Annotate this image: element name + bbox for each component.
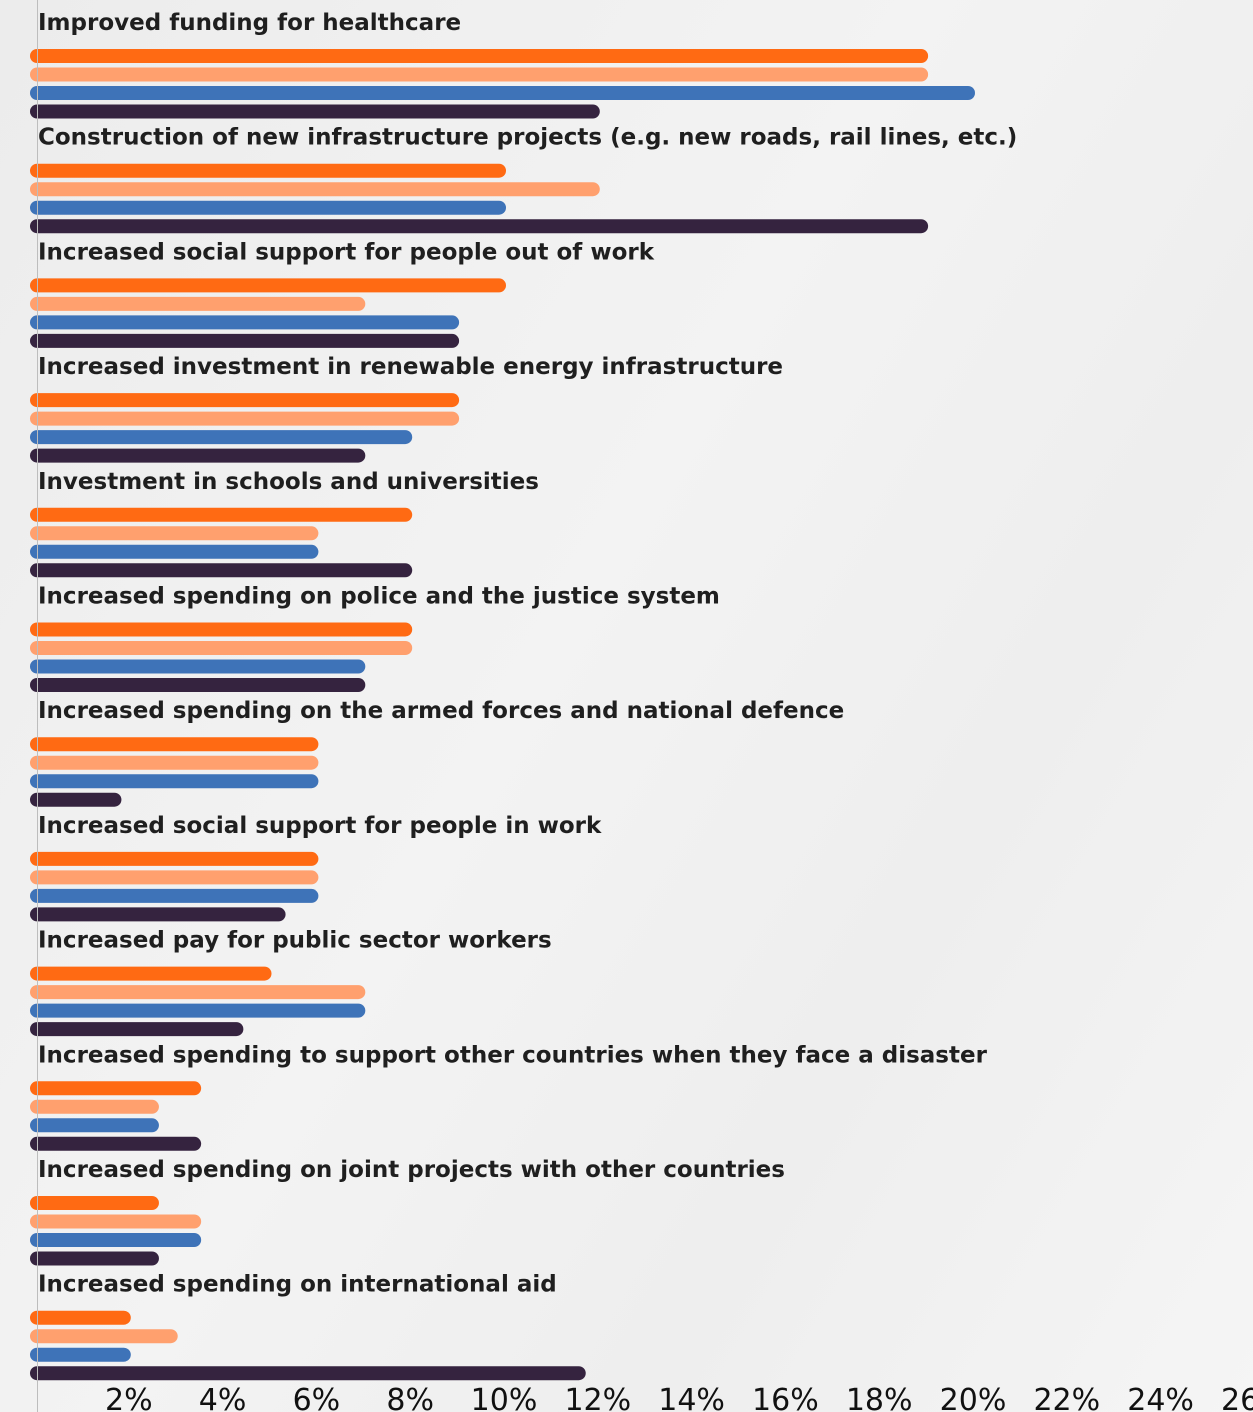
x-tick-label: 20%: [940, 1383, 1007, 1412]
x-tick-label: 8%: [386, 1383, 434, 1412]
bar: [30, 792, 122, 807]
bar: [30, 507, 413, 522]
bar: [30, 1136, 202, 1151]
x-tick-label: 6%: [293, 1383, 341, 1412]
bar: [30, 985, 366, 1000]
bar: [30, 200, 506, 215]
x-tick-label: 12%: [564, 1383, 631, 1412]
bar: [30, 659, 366, 674]
category-label: Increased spending on joint projects wit…: [38, 1157, 785, 1183]
bar: [30, 1329, 178, 1344]
x-tick-label: 2%: [105, 1383, 153, 1412]
bar: [30, 888, 319, 903]
bar: [30, 563, 413, 578]
bar: [30, 333, 460, 348]
bar: [30, 1214, 202, 1229]
x-tick-label: 18%: [846, 1383, 913, 1412]
bar: [30, 278, 506, 293]
bar: [30, 1366, 586, 1381]
bar: [30, 448, 366, 463]
bar: [30, 851, 319, 866]
x-tick-label: 14%: [658, 1383, 725, 1412]
category-label: Improved funding for healthcare: [38, 10, 461, 36]
category-label: Increased social support for people out …: [38, 239, 655, 265]
bar: [30, 737, 319, 752]
bar: [30, 1081, 202, 1096]
bar: [30, 622, 413, 637]
bar: [30, 1233, 202, 1247]
bar: [30, 1099, 159, 1114]
bar: [30, 430, 413, 445]
category-label: Increased spending to support other coun…: [38, 1042, 988, 1068]
x-tick-label: 24%: [1127, 1383, 1194, 1412]
bar: [30, 678, 366, 692]
bar: [30, 907, 286, 922]
bar: [30, 86, 975, 100]
category-label: Increased investment in renewable energy…: [38, 354, 783, 380]
bar: [30, 182, 600, 197]
bars-layer: Improved funding for healthcare Construct…: [30, 10, 1017, 1381]
bar: [30, 641, 413, 655]
category-label: Increased spending on the armed forces a…: [38, 698, 844, 724]
bar: [30, 1196, 159, 1210]
x-tick-label: 10%: [471, 1383, 538, 1412]
bar: [30, 219, 929, 234]
category-label: Increased spending on international aid: [38, 1272, 557, 1298]
bar: [30, 296, 366, 311]
bar: [30, 755, 319, 770]
bar: [30, 774, 319, 789]
bar: [30, 1251, 159, 1266]
bar: [30, 870, 319, 885]
category-label: Increased social support for people in w…: [38, 813, 602, 839]
bar: [30, 1347, 131, 1362]
x-tick-label: 16%: [752, 1383, 819, 1412]
bar: [30, 393, 460, 408]
category-label: Increased pay for public sector workers: [38, 928, 552, 954]
x-tick-label: 4%: [199, 1383, 247, 1412]
bar: [30, 1003, 366, 1018]
bar: [30, 1022, 244, 1037]
category-label: Investment in schools and universities: [38, 469, 539, 495]
bar: [30, 544, 319, 559]
x-axis-ticks: 2% 4% 6% 8% 10% 12% 14% 16% 18% 20% 22% 24% 26%: [105, 1383, 1253, 1412]
bar: [30, 67, 929, 82]
category-label: Construction of new infrastructure proje…: [38, 125, 1017, 151]
bar: [30, 526, 319, 541]
bar: [30, 163, 506, 178]
bar: [30, 411, 460, 426]
bar: [30, 1118, 159, 1133]
bar: [30, 315, 460, 330]
bar: [30, 49, 929, 63]
bar: [30, 966, 272, 981]
x-tick-label: 26%: [1221, 1383, 1253, 1412]
bar: [30, 1310, 131, 1325]
x-tick-label: 22%: [1033, 1383, 1100, 1412]
category-label: Increased spending on police and the jus…: [38, 584, 720, 610]
bar: [30, 104, 600, 119]
